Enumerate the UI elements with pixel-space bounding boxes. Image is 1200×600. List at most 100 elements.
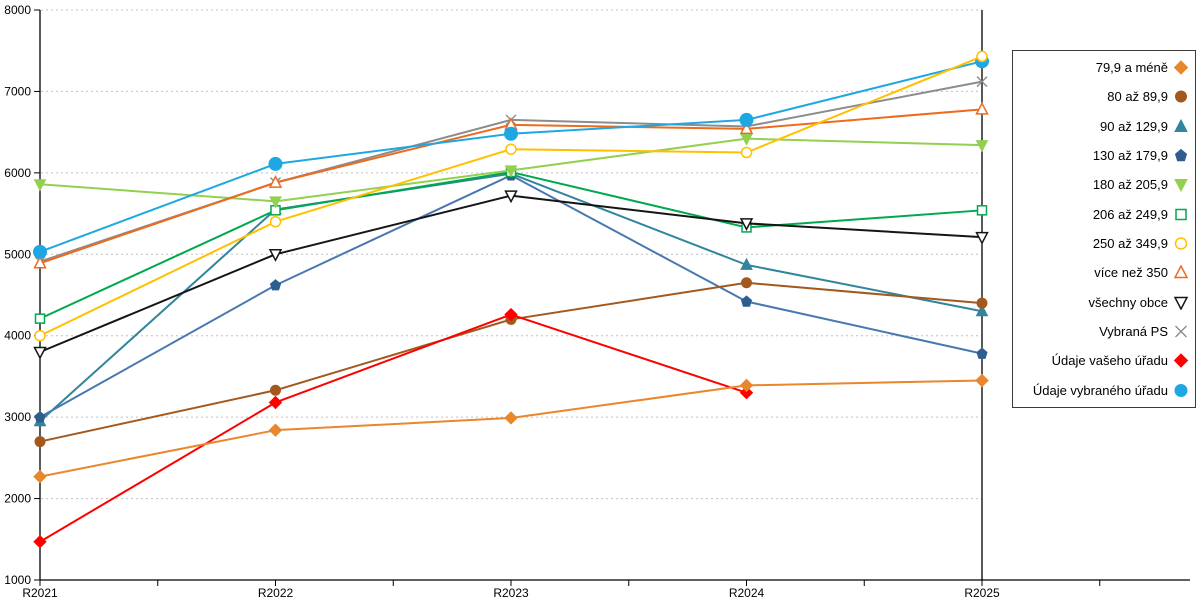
data-point-triangle-up-marker [975, 101, 989, 115]
data-point-diamond-marker [268, 423, 283, 437]
data-point-triangle-up-marker [1173, 265, 1189, 279]
legend-square-icon [1175, 208, 1187, 221]
data-point-circle-marker [268, 156, 283, 171]
data-point-circle-marker [976, 297, 988, 309]
legend-label: 130 až 179,9 [1092, 148, 1168, 164]
legend-triangle-up-icon [1174, 118, 1188, 132]
data-point-circle-marker [34, 329, 46, 342]
data-point-circle-marker [739, 112, 754, 127]
data-point-square-marker [34, 313, 46, 324]
series-3 [33, 166, 989, 427]
legend-circle-icon [1174, 237, 1188, 250]
data-point-triangle-up-marker [739, 121, 754, 135]
data-point-diamond-marker [1173, 60, 1189, 75]
legend-triangle-down-icon [1174, 179, 1188, 193]
data-point-triangle-down-marker [739, 218, 754, 231]
data-point-diamond-marker [33, 535, 47, 549]
legend-item: Vybraná PS [1017, 324, 1189, 339]
data-point-triangle-down-marker [268, 249, 283, 262]
data-point-triangle-down-marker [975, 231, 989, 245]
data-point-triangle-up-marker [975, 304, 989, 317]
x-tick-label: R2025 [964, 586, 1000, 600]
legend-item: více než 350 [1017, 265, 1189, 280]
data-point-triangle-down-marker [33, 346, 47, 360]
legend-triangle-down-icon [1173, 296, 1189, 310]
series-7 [34, 50, 988, 342]
data-point-triangle-up-marker [268, 175, 283, 188]
data-point-circle-marker [1174, 237, 1188, 250]
data-point-circle-marker [34, 436, 46, 448]
legend-item: 90 až 129,9 [1017, 118, 1189, 134]
legend-item: 206 až 249,9 [1017, 207, 1189, 222]
legend-item: 80 až 89,9 [1017, 89, 1189, 104]
series-5 [33, 133, 989, 209]
series-line [39, 174, 983, 419]
legend-label: Údaje vybraného úřadu [1032, 382, 1168, 398]
series-line [39, 379, 983, 478]
legend-circle-icon [1174, 383, 1188, 397]
legend-item: Údaje vašeho úřadu [1017, 353, 1189, 368]
data-point-triangle-down-marker [1174, 179, 1188, 193]
x-tick-label: R2022 [258, 586, 294, 600]
data-point-pentagon-marker [269, 279, 282, 291]
series-12 [33, 54, 989, 259]
legend-label: více než 350 [1094, 265, 1168, 281]
legend-item: 180 až 205,9 [1017, 177, 1189, 193]
y-tick-label: 6000 [4, 166, 31, 180]
legend-triangle-up-icon [1173, 265, 1189, 279]
data-point-diamond-marker [504, 411, 518, 425]
data-point-triangle-up-marker [33, 255, 47, 269]
data-point-circle-marker [976, 50, 988, 63]
y-tick-label: 4000 [4, 329, 31, 343]
series-line [39, 60, 983, 253]
data-point-circle-marker [270, 384, 281, 396]
series-9 [33, 190, 989, 360]
data-point-circle-marker [741, 277, 752, 289]
legend-item: všechny obce [1017, 295, 1189, 310]
data-point-triangle-up-marker [1174, 118, 1188, 132]
data-point-diamond-marker [975, 373, 989, 388]
data-point-circle-marker [505, 143, 517, 155]
data-point-square-marker [1175, 208, 1187, 221]
series-11 [33, 307, 754, 549]
data-point-circle-marker [504, 126, 518, 141]
legend-pentagon-icon [1174, 148, 1188, 162]
data-point-pentagon-marker [976, 347, 988, 359]
legend-label: 180 až 205,9 [1092, 177, 1168, 193]
legend-label: 80 až 89,9 [1107, 89, 1168, 105]
legend-label: všechny obce [1088, 294, 1169, 310]
legend-label: Údaje vašeho úřadu [1051, 353, 1168, 369]
legend-label: 206 až 249,9 [1092, 206, 1168, 222]
y-tick-label: 2000 [4, 492, 31, 506]
legend-label: 250 až 349,9 [1092, 236, 1168, 252]
data-point-square-marker [976, 205, 988, 216]
data-point-triangle-down-marker [975, 140, 989, 153]
legend-diamond-icon [1173, 353, 1189, 369]
data-point-x-marker [1175, 325, 1187, 338]
legend-label: 90 až 129,9 [1100, 118, 1168, 134]
series-8 [33, 101, 989, 269]
legend-item: 250 až 349,9 [1017, 236, 1189, 251]
data-point-circle-marker [1175, 90, 1187, 103]
legend-label: 79,9 a méně [1095, 60, 1168, 76]
data-point-diamond-marker [268, 395, 283, 410]
legend-item: 130 až 179,9 [1017, 148, 1189, 163]
data-point-triangle-down-marker [269, 196, 282, 209]
data-point-triangle-down-marker [740, 133, 753, 146]
y-tick-label: 7000 [4, 84, 31, 98]
data-point-triangle-down-marker [1173, 296, 1189, 310]
x-tick-label: R2023 [493, 586, 529, 600]
data-point-diamond-marker [739, 386, 754, 400]
data-point-x-marker [976, 76, 988, 88]
data-point-pentagon-marker [34, 410, 46, 423]
legend-item: Údaje vybraného úřadu [1017, 383, 1189, 398]
legend-item: 79,9 a méně [1017, 60, 1189, 75]
y-tick-label: 1000 [4, 573, 31, 587]
series-1 [33, 373, 989, 484]
series-line [39, 194, 983, 353]
data-point-diamond-marker [739, 378, 754, 393]
data-point-diamond-marker [33, 469, 47, 484]
x-tick-label: R2024 [729, 586, 765, 600]
